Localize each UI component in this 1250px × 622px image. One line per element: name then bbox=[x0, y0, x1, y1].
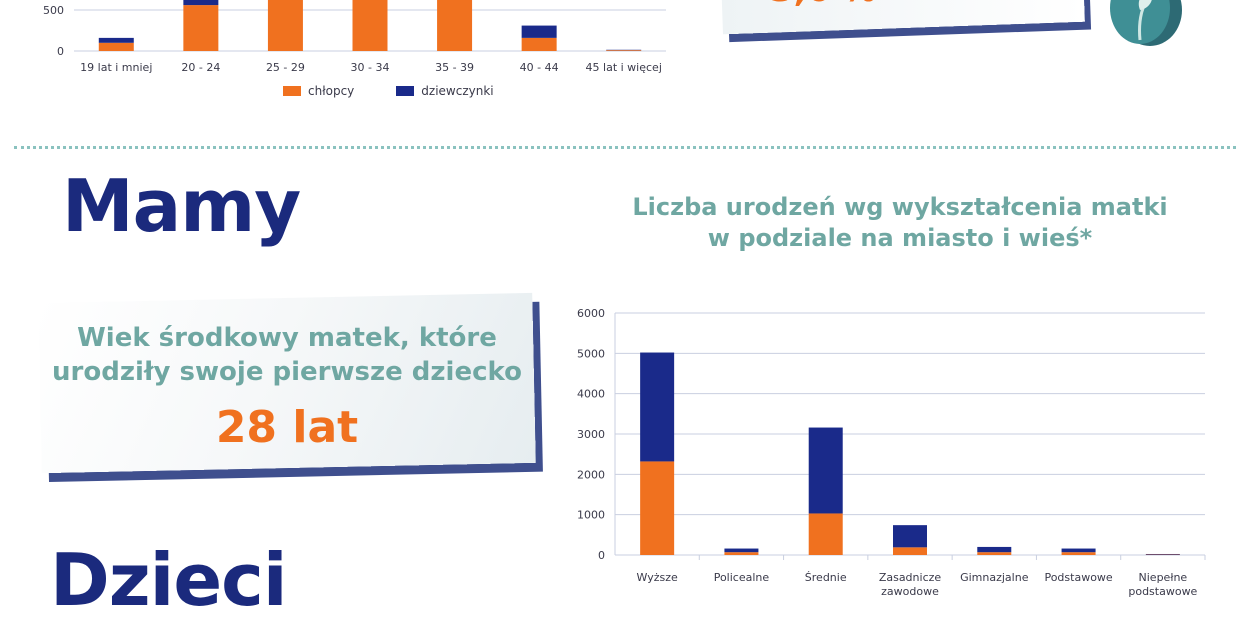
legend-label-girls: dziewczynki bbox=[421, 84, 493, 98]
age-x-tick-label: 35 - 39 bbox=[435, 61, 474, 74]
edu-x-tick-label: Zasadnicze bbox=[879, 571, 942, 584]
median-age-text-line2: urodziły swoje pierwsze dziecko bbox=[40, 356, 534, 390]
edu-bar-segment bbox=[893, 525, 927, 547]
legend-item-girls: dziewczynki bbox=[396, 84, 493, 98]
edu-bar-segment bbox=[893, 547, 927, 555]
edu-bar-segment bbox=[724, 552, 758, 555]
legend-item-boys: chłopcy bbox=[283, 84, 354, 98]
legend-swatch-boys bbox=[283, 86, 301, 96]
age-bar-segment bbox=[606, 50, 641, 51]
edu-x-tick-label: Średnie bbox=[805, 571, 847, 584]
edu-bar-segment bbox=[1062, 552, 1096, 555]
top-stat-value: 3,6 % bbox=[770, 0, 876, 10]
edu-x-tick-label: Podstawowe bbox=[1044, 571, 1112, 584]
legend-label-boys: chłopcy bbox=[308, 84, 354, 98]
edu-bar-segment bbox=[640, 353, 674, 462]
age-bar-segment bbox=[353, 0, 388, 51]
age-bar-segment bbox=[183, 0, 218, 5]
edu-y-tick-label: 0 bbox=[598, 549, 605, 562]
edu-bar-segment bbox=[1146, 554, 1180, 555]
education-chart-title-line1: Liczba urodzeń wg wykształcenia matki bbox=[580, 192, 1220, 223]
edu-x-tick-label: Policealne bbox=[714, 571, 770, 584]
edu-bar-segment bbox=[640, 461, 674, 555]
edu-x-tick-label: Niepełne bbox=[1139, 571, 1188, 584]
age-x-tick-label: 19 lat i mniej bbox=[80, 61, 152, 74]
section-divider bbox=[14, 146, 1236, 149]
edu-x-tick-label: Wyższe bbox=[637, 571, 678, 584]
education-chart-title-line2: w podziale na miasto i wieś* bbox=[580, 223, 1220, 254]
education-births-chart: 0 1000 2000 3000 4000 5000 6000 Wyższe Policealn… bbox=[560, 300, 1230, 600]
edu-x-tick-label: podstawowe bbox=[1128, 585, 1197, 598]
edu-bar-segment bbox=[1062, 549, 1096, 553]
edu-y-tick-label: 4000 bbox=[577, 388, 605, 401]
edu-y-tick-label: 1000 bbox=[577, 509, 605, 522]
median-age-text-line1: Wiek środkowy matek, które bbox=[40, 322, 534, 356]
age-bar-segment bbox=[437, 0, 472, 51]
age-bar-segment bbox=[268, 0, 303, 51]
age-bar-segment bbox=[99, 43, 134, 51]
edu-bar-segment bbox=[977, 547, 1011, 552]
edu-bar-segment bbox=[809, 513, 843, 555]
edu-x-tick-label: Gimnazjalne bbox=[960, 571, 1029, 584]
edu-y-tick-label: 5000 bbox=[577, 347, 605, 360]
age-y-tick-label: 0 bbox=[57, 45, 64, 58]
median-age-value: 28 lat bbox=[40, 402, 534, 453]
age-chart-legend: chłopcy dziewczynki bbox=[283, 84, 494, 98]
edu-bar-segment bbox=[724, 549, 758, 553]
edu-x-tick-label: zawodowe bbox=[881, 585, 939, 598]
age-bar-segment bbox=[183, 5, 218, 51]
legend-swatch-girls bbox=[396, 86, 414, 96]
edu-y-tick-label: 2000 bbox=[577, 468, 605, 481]
children-heading: Dzieci bbox=[50, 544, 287, 616]
age-bar-segment bbox=[99, 38, 134, 43]
age-x-tick-label: 45 lat i więcej bbox=[586, 61, 662, 74]
leaf-coin-icon bbox=[1080, 0, 1190, 50]
age-bar-segment bbox=[522, 38, 557, 51]
age-x-tick-label: 25 - 29 bbox=[266, 61, 305, 74]
edu-y-tick-label: 3000 bbox=[577, 428, 605, 441]
age-bar-segment bbox=[522, 26, 557, 38]
age-x-tick-label: 40 - 44 bbox=[520, 61, 559, 74]
age-y-tick-label: 500 bbox=[43, 4, 64, 17]
education-chart-title: Liczba urodzeń wg wykształcenia matki w … bbox=[580, 192, 1220, 254]
median-age-text: Wiek środkowy matek, które urodziły swoj… bbox=[40, 322, 534, 390]
edu-y-tick-label: 6000 bbox=[577, 307, 605, 320]
age-x-tick-label: 20 - 24 bbox=[181, 61, 220, 74]
edu-bar-segment bbox=[809, 428, 843, 514]
age-births-chart: 0 500 19 lat i mniej 20 - 24 25 - 29 30 - 34 3… bbox=[40, 0, 680, 82]
edu-bar-segment bbox=[977, 552, 1011, 555]
mothers-heading: Mamy bbox=[62, 170, 300, 242]
age-x-tick-label: 30 - 34 bbox=[351, 61, 390, 74]
